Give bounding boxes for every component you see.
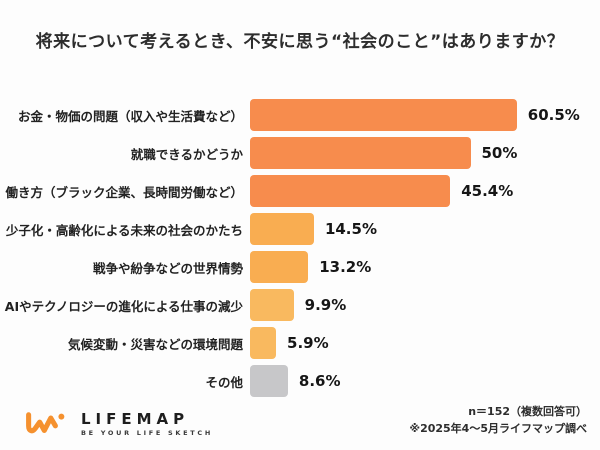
value-label: 50% — [481, 144, 518, 162]
chart-row: 少子化・高齢化による未来の社会のかたち 14.5% — [0, 213, 600, 245]
bar — [250, 251, 309, 283]
bar — [250, 99, 517, 131]
chart-row: お金・物価の問題（収入や生活費など） 60.5% — [0, 99, 600, 131]
logo-name: LIFEMAP — [81, 410, 190, 429]
chart-row: 戦争や紛争などの世界情勢 13.2% — [0, 251, 600, 283]
value-label: 13.2% — [319, 258, 372, 276]
value-label: 5.9% — [287, 334, 329, 352]
logo-tagline: BE YOUR LIFE SKETCH — [81, 428, 214, 437]
value-label: 9.9% — [304, 296, 347, 314]
value-label: 14.5% — [324, 220, 377, 238]
lifemap-logo-icon — [26, 412, 65, 434]
category-label: 気候変動・災害などの環境問題 — [67, 336, 243, 352]
chart-row: AIやテクノロジーの進化による仕事の減少 9.9% — [0, 289, 600, 321]
value-label: 60.5% — [527, 106, 580, 124]
chart-row: 気候変動・災害などの環境問題 5.9% — [0, 327, 600, 359]
bar — [250, 365, 288, 397]
category-label: 働き方（ブラック企業、長時間労働など） — [5, 184, 243, 200]
bar — [250, 175, 451, 207]
chart-row: 就職できるかどうか 50% — [0, 137, 600, 169]
footnote-source: ※2025年4～5月ライフマップ調べ — [409, 422, 587, 436]
chart-row: その他 8.6% — [0, 365, 600, 397]
chart-row: 働き方（ブラック企業、長時間労働など） 45.4% — [0, 175, 600, 207]
bar — [250, 137, 471, 169]
chart-title: 将来について考えるとき、不安に思う“社会のこと”はありますか？ — [35, 32, 565, 52]
value-label: 8.6% — [298, 372, 341, 390]
survey-footnote: n＝152（複数回答可） ※2025年4～5月ライフマップ調べ — [409, 403, 587, 437]
bar-chart: お金・物価の問題（収入や生活費など） 60.5% 就職できるかどうか 50% 働き方（ブ… — [0, 99, 600, 397]
bar — [250, 327, 277, 359]
category-label: AIやテクノロジーの進化による仕事の減少 — [4, 298, 243, 314]
bar — [250, 213, 314, 245]
category-label: その他 — [205, 374, 243, 390]
category-label: 少子化・高齢化による未来の社会のかたち — [5, 222, 243, 238]
logo-text-block: LIFEMAP BE YOUR LIFE SKETCH — [81, 411, 213, 437]
footnote-sample-size: n＝152（複数回答可） — [468, 405, 587, 418]
category-label: 就職できるかどうか — [130, 146, 243, 162]
category-label: 戦争や紛争などの世界情勢 — [92, 260, 243, 276]
category-label: お金・物価の問題（収入や生活費など） — [17, 108, 243, 124]
bar — [250, 289, 294, 321]
value-label: 45.4% — [461, 182, 514, 200]
lifemap-logo: LIFEMAP BE YOUR LIFE SKETCH — [24, 410, 213, 438]
